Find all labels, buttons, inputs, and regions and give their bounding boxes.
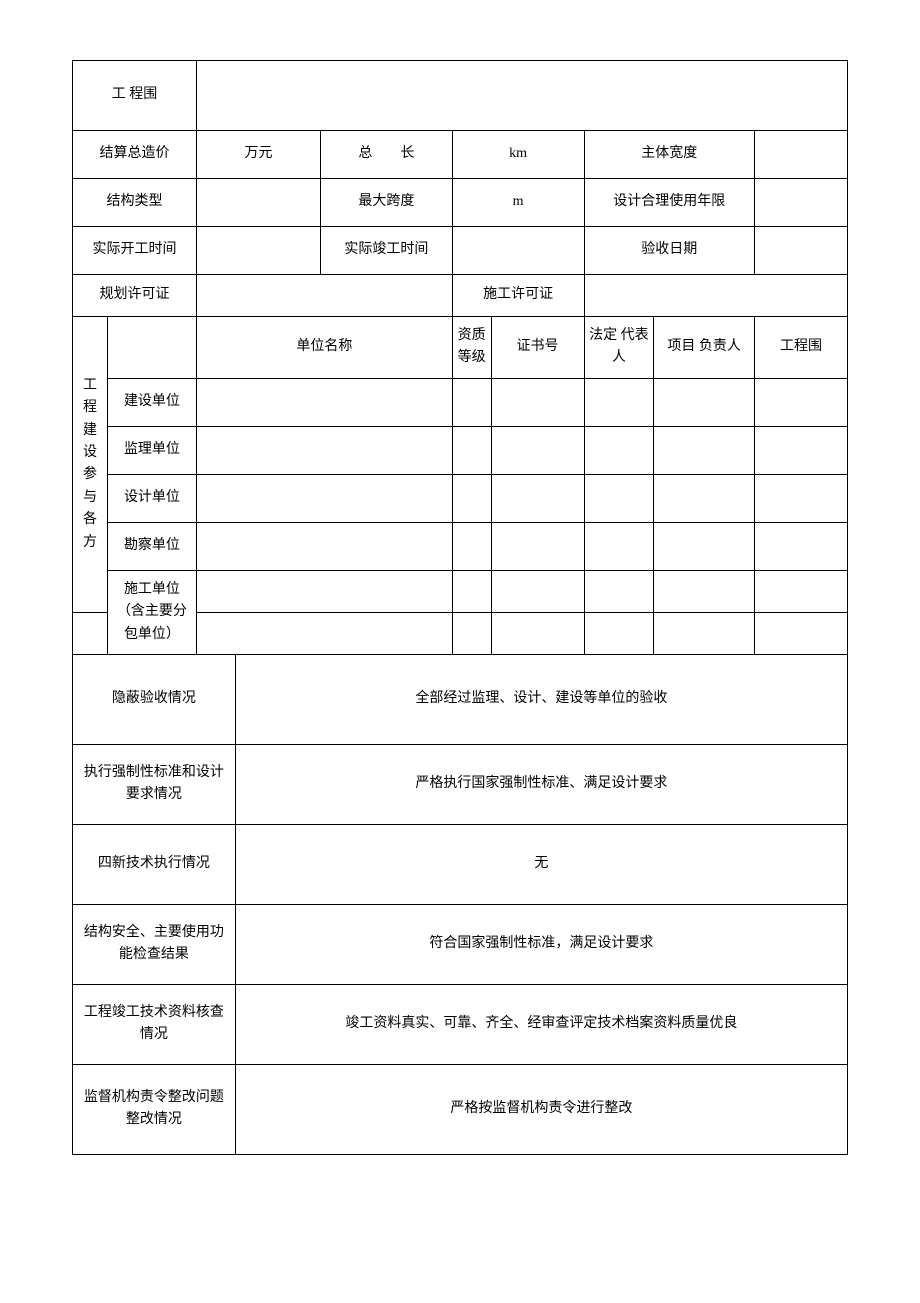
table-cell	[755, 612, 848, 654]
rectification-value: 严格按监督机构责令进行整改	[235, 1064, 847, 1154]
mandatory-standards-value: 严格执行国家强制性标准、满足设计要求	[235, 744, 847, 824]
main-width-label: 主体宽度	[584, 131, 755, 179]
structure-type-label: 结构类型	[73, 179, 197, 227]
rectification-label: 监督机构责令整改问题整改情况	[73, 1064, 236, 1154]
project-scope-value	[197, 61, 848, 131]
construction-permit-value	[584, 275, 848, 317]
table-cell	[491, 378, 584, 426]
length-unit: km	[452, 131, 584, 179]
table-cell	[654, 426, 755, 474]
structure-type-value	[197, 179, 321, 227]
table-cell	[197, 426, 453, 474]
construction-permit-label: 施工许可证	[452, 275, 584, 317]
table-cell	[755, 378, 848, 426]
table-cell	[584, 612, 654, 654]
new-tech-label: 四新技术执行情况	[73, 824, 236, 904]
construction-unit-label: 建设单位	[107, 378, 196, 426]
new-tech-value: 无	[235, 824, 847, 904]
participants-blank-header	[107, 317, 196, 379]
unit-name-header: 单位名称	[197, 317, 453, 379]
table-cell	[491, 474, 584, 522]
concealed-acceptance-label: 隐蔽验收情况	[73, 654, 236, 744]
design-unit-label: 设计单位	[107, 474, 196, 522]
table-cell	[654, 474, 755, 522]
table-cell	[654, 570, 755, 612]
max-span-label: 最大跨度	[321, 179, 453, 227]
settlement-cost-label: 结算总造价	[73, 131, 197, 179]
table-cell	[654, 378, 755, 426]
table-cell	[452, 612, 491, 654]
participant-scope-header: 工程围	[755, 317, 848, 379]
table-cell	[197, 378, 453, 426]
acceptance-date-value	[755, 227, 848, 275]
table-cell	[452, 378, 491, 426]
table-cell	[452, 426, 491, 474]
survey-unit-label: 勘察单位	[107, 522, 196, 570]
actual-start-value	[197, 227, 321, 275]
structure-safety-value: 符合国家强制性标准，满足设计要求	[235, 904, 847, 984]
table-cell	[197, 522, 453, 570]
table-cell	[73, 612, 108, 654]
span-unit: m	[452, 179, 584, 227]
design-life-label: 设计合理使用年限	[584, 179, 755, 227]
table-cell	[197, 570, 453, 612]
table-cell	[452, 570, 491, 612]
table-cell	[755, 474, 848, 522]
table-cell	[491, 522, 584, 570]
table-cell	[584, 426, 654, 474]
project-scope-label: 工 程围	[73, 61, 197, 131]
certificate-no-header: 证书号	[491, 317, 584, 379]
participants-section-label: 工 程 建 设 参 与 各 方	[73, 317, 108, 613]
design-life-value	[755, 179, 848, 227]
table-cell	[755, 522, 848, 570]
project-leader-header: 项目 负责人	[654, 317, 755, 379]
table-cell	[584, 474, 654, 522]
table-cell	[197, 612, 453, 654]
table-cell	[452, 522, 491, 570]
table-cell	[452, 474, 491, 522]
table-cell	[491, 570, 584, 612]
actual-start-label: 实际开工时间	[73, 227, 197, 275]
legal-rep-header: 法定 代表人	[584, 317, 654, 379]
table-cell	[654, 522, 755, 570]
table-cell	[755, 426, 848, 474]
structure-safety-label: 结构安全、主要使用功能检查结果	[73, 904, 236, 984]
completion-docs-value: 竣工资料真实、可靠、齐全、经审查评定技术档案资料质量优良	[235, 984, 847, 1064]
contractor-unit-label: 施工单位（含主要分包单位）	[107, 570, 196, 654]
completion-docs-label: 工程竣工技术资料核查情况	[73, 984, 236, 1064]
mandatory-standards-label: 执行强制性标准和设计要求情况	[73, 744, 236, 824]
actual-completion-value	[452, 227, 584, 275]
table-cell	[491, 612, 584, 654]
table-cell	[584, 378, 654, 426]
table-cell	[197, 474, 453, 522]
project-info-table: 工 程围 结算总造价 万元 总 长 km 主体宽度 结构类型 最大跨度 m 设计…	[72, 60, 848, 1155]
acceptance-date-label: 验收日期	[584, 227, 755, 275]
qualification-level-header: 资质等级	[452, 317, 491, 379]
table-cell	[584, 522, 654, 570]
main-width-value	[755, 131, 848, 179]
cost-unit: 万元	[197, 131, 321, 179]
concealed-acceptance-value: 全部经过监理、设计、建设等单位的验收	[235, 654, 847, 744]
total-length-label: 总 长	[321, 131, 453, 179]
supervision-unit-label: 监理单位	[107, 426, 196, 474]
table-cell	[584, 570, 654, 612]
planning-permit-label: 规划许可证	[73, 275, 197, 317]
table-cell	[755, 570, 848, 612]
table-cell	[491, 426, 584, 474]
actual-completion-label: 实际竣工时间	[321, 227, 453, 275]
planning-permit-value	[197, 275, 453, 317]
table-cell	[654, 612, 755, 654]
